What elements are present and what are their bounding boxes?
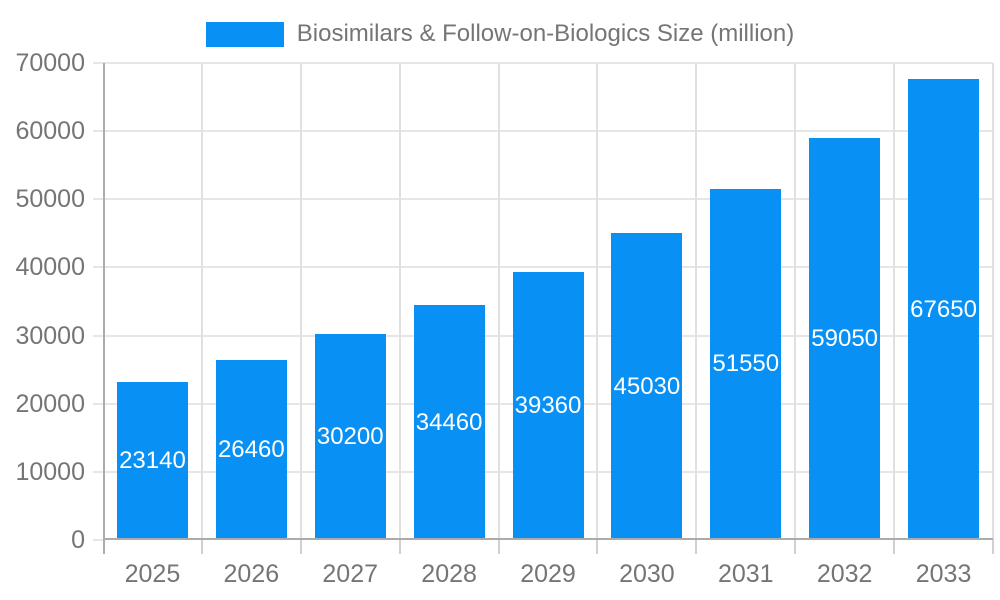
y-axis-tick: [93, 266, 103, 269]
legend-label: Biosimilars & Follow-on-Biologics Size (…: [296, 20, 795, 47]
y-axis-tick: [93, 470, 103, 473]
v-gridline: [893, 63, 896, 540]
y-tick-label: 40000: [15, 253, 85, 282]
bar-value-label: 45030: [613, 372, 681, 400]
v-gridline: [200, 63, 203, 540]
x-axis-tick: [200, 540, 203, 554]
bar-value-label: 26460: [217, 435, 285, 463]
x-tick-label: 2029: [520, 560, 576, 588]
bar-2025[interactable]: [116, 382, 188, 540]
bar-value-label: 59050: [811, 324, 879, 352]
x-tick-label: 2025: [124, 560, 181, 588]
bar-value-label: 39360: [514, 391, 582, 419]
y-tick-label: 20000: [15, 389, 85, 418]
y-axis-line: [103, 63, 105, 554]
x-tick-label: 2027: [322, 560, 379, 588]
bar-2028[interactable]: [413, 305, 485, 540]
bar-value-label: 34460: [415, 408, 483, 436]
bar-2026[interactable]: [215, 359, 287, 540]
bar-2029[interactable]: [512, 271, 584, 540]
x-axis-tick: [794, 540, 797, 554]
y-tick-label: 30000: [15, 321, 85, 350]
y-axis-tick: [93, 130, 103, 133]
bar-2033[interactable]: [908, 79, 980, 540]
x-axis-tick: [695, 540, 698, 554]
h-gridline: [103, 198, 993, 201]
x-tick-label: 2031: [717, 560, 774, 588]
x-axis-tick: [596, 540, 599, 554]
v-gridline: [695, 63, 698, 540]
bar-2030[interactable]: [611, 233, 683, 540]
v-gridline: [596, 63, 599, 540]
bar-value-label: 30200: [316, 423, 384, 451]
h-gridline: [103, 62, 993, 64]
y-tick-label: 50000: [15, 185, 85, 214]
x-axis-tick: [893, 540, 896, 554]
x-tick-label: 2026: [223, 560, 280, 588]
x-axis-tick: [299, 540, 302, 554]
y-tick-label: 70000: [15, 49, 85, 77]
y-tick-label: 0: [71, 526, 85, 554]
v-gridline: [398, 63, 401, 540]
legend-swatch[interactable]: [205, 21, 284, 47]
y-tick-label: 60000: [15, 117, 85, 146]
y-axis-tick: [93, 62, 103, 64]
v-gridline: [299, 63, 302, 540]
bar-2031[interactable]: [710, 188, 782, 540]
v-gridline: [497, 63, 500, 540]
v-gridline: [992, 63, 994, 540]
bar-2032[interactable]: [809, 137, 881, 540]
x-axis-tick: [398, 540, 401, 554]
y-tick-label: 10000: [15, 457, 85, 486]
bar-2027[interactable]: [314, 334, 386, 540]
x-tick-label: 2030: [619, 560, 675, 588]
v-gridline: [794, 63, 797, 540]
bar-value-label: 51550: [712, 350, 780, 378]
x-tick-label: 2032: [816, 560, 873, 588]
y-axis-tick: [93, 198, 103, 201]
x-axis-tick: [992, 540, 994, 554]
y-axis-tick: [93, 334, 103, 337]
x-axis-tick: [497, 540, 500, 554]
plot-area: 23140 26460 30200 34460 39360 45030 51550 59050…: [93, 62, 994, 554]
h-gridline: [103, 130, 993, 133]
bar-value-label: 23140: [119, 447, 186, 475]
y-axis-tick: [93, 539, 103, 541]
bar-value-label: 67650: [910, 295, 977, 323]
x-tick-label: 2033: [915, 560, 972, 588]
x-tick-label: 2028: [421, 560, 477, 588]
y-axis-tick: [93, 402, 103, 405]
x-axis-line: [103, 538, 993, 540]
legend: Biosimilars & Follow-on-Biologics Size (…: [0, 20, 1000, 48]
h-gridline: [103, 266, 993, 269]
